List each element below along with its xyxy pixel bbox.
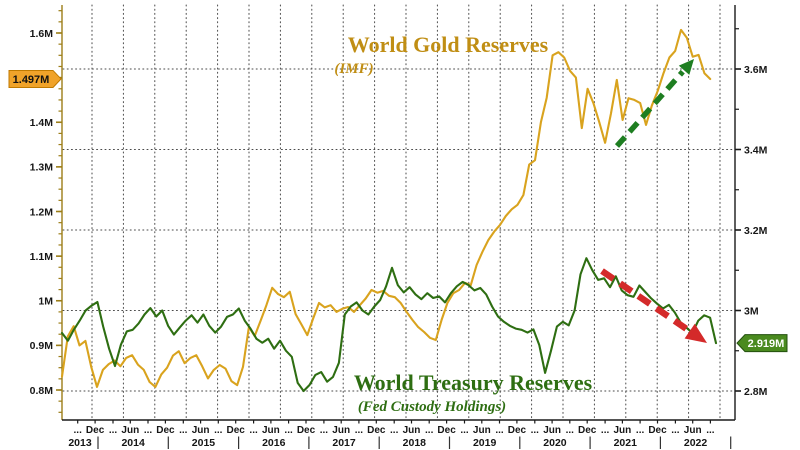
x-axis-month-label: Jun [332, 425, 350, 436]
gold-last-price-tag: 1.497M [8, 69, 62, 88]
x-axis-month-label: Dec [437, 425, 456, 436]
x-axis-month-label: Jun [121, 425, 139, 436]
x-axis-year-label: 2016 [262, 437, 286, 449]
x-axis-month-label: Dec [297, 425, 316, 436]
x-axis-month-label: Dec [86, 425, 105, 436]
treasury-last-price-tag: 2.919M [736, 334, 788, 353]
x-axis-month-label: ... [74, 425, 83, 436]
left-axis-ticks [56, 10, 62, 413]
gold-series-title: World Gold Reserves [348, 32, 549, 57]
left-axis-tick-label: 1.4M [30, 117, 54, 129]
x-axis-month-label: Jun [684, 425, 702, 436]
left-axis-tick-label: 1.3M [30, 162, 54, 174]
right-axis-tick-label: 3M [744, 305, 759, 317]
right-axis-ticks [735, 28, 741, 392]
x-axis-month-label: ... [355, 425, 364, 436]
x-axis-month-label: ... [706, 425, 715, 436]
x-axis-month-label: Jun [543, 425, 561, 436]
right-axis-tick-label: 3.6M [744, 64, 768, 76]
right-axis-tick-label: 3.2M [744, 225, 768, 237]
treasury-reserves-line [60, 257, 718, 393]
axes [61, 5, 736, 421]
treasury-downtrend-arrow-shaft [600, 268, 690, 333]
x-axis-month-label: ... [109, 425, 118, 436]
x-axis-month-label: ... [566, 425, 575, 436]
gold-reserves-line [60, 28, 712, 388]
left-axis-tick-label: 0.8M [30, 385, 54, 397]
treasury-downtrend-arrow-head [684, 323, 707, 343]
x-axis-month-label: Dec [367, 425, 386, 436]
x-axis-year-label: 2014 [121, 437, 145, 449]
x-axis-year-label: 2017 [332, 437, 356, 449]
right-axis-labels: 3.6M 3.4M 3.2M 3M 2.8M [744, 64, 768, 398]
x-axis-year-label: 2019 [473, 437, 497, 449]
vertical-gridlines [91, 4, 721, 420]
x-axis-month-label: ... [179, 425, 188, 436]
x-axis-year-label: 2013 [68, 437, 92, 449]
x-axis-year-label: 2021 [614, 437, 638, 449]
x-axis-year-label: 2015 [192, 437, 216, 449]
x-axis-month-label: ... [601, 425, 610, 436]
left-axis-labels: 1.6M 1.4M 1.3M 1.2M 1.1M 1M 0.9M 0.8M [30, 28, 54, 397]
x-axis-month-label: Dec [648, 425, 667, 436]
gold-series-subtitle: (IMF) [334, 61, 373, 77]
treasury-series-title: World Treasury Reserves [354, 370, 593, 395]
x-axis-month-label: Jun [192, 425, 210, 436]
x-axis-month-label: ... [390, 425, 399, 436]
x-axis-month-label: Dec [578, 425, 597, 436]
left-axis-tick-label: 1.2M [30, 206, 54, 218]
x-axis-month-label: Jun [262, 425, 280, 436]
x-axis-month-label: ... [495, 425, 504, 436]
x-axis-month-label: ... [284, 425, 293, 436]
left-axis-tick-label: 1.1M [30, 251, 54, 263]
x-axis-month-label: ... [531, 425, 540, 436]
x-axis-month-label: Jun [403, 425, 421, 436]
x-axis-month-label: ... [671, 425, 680, 436]
treasury-tag-shape [736, 334, 788, 353]
x-axis-month-label: ... [144, 425, 153, 436]
left-axis-tick-label: 1M [38, 296, 53, 308]
x-axis-month-label: ... [214, 425, 223, 436]
gold-uptrend-arrow-head [678, 59, 694, 75]
x-axis-year-label: 2018 [403, 437, 427, 449]
treasury-series-subtitle: (Fed Custody Holdings) [358, 399, 506, 415]
x-axis-month-label: ... [636, 425, 645, 436]
x-axis-month-label: Dec [227, 425, 246, 436]
x-axis-month-label: Dec [156, 425, 175, 436]
gold-uptrend-arrow-shaft [614, 69, 685, 148]
gold-last-price: 1.497M [13, 74, 50, 86]
x-axis-month-label: ... [460, 425, 469, 436]
x-axis-month-label: Jun [473, 425, 491, 436]
x-axis-month-label: ... [320, 425, 329, 436]
left-axis-tick-label: 0.9M [30, 340, 54, 352]
x-axis-month-label: ... [425, 425, 434, 436]
left-axis-tick-label: 1.6M [30, 28, 54, 40]
x-axis-year-label: 2020 [543, 437, 567, 449]
x-axis-month-label: Dec [508, 425, 527, 436]
right-axis-tick-label: 2.8M [744, 386, 768, 398]
right-axis-tick-label: 3.4M [744, 144, 768, 156]
x-axis-month-label: ... [249, 425, 258, 436]
x-axis-year-label: 2022 [684, 437, 708, 449]
x-axis-month-label: Jun [614, 425, 632, 436]
horizontal-gridlines [62, 68, 735, 392]
treasury-last-price: 2.919M [748, 338, 785, 350]
trend-arrows [600, 59, 707, 343]
gold-tag-shape [8, 69, 62, 88]
